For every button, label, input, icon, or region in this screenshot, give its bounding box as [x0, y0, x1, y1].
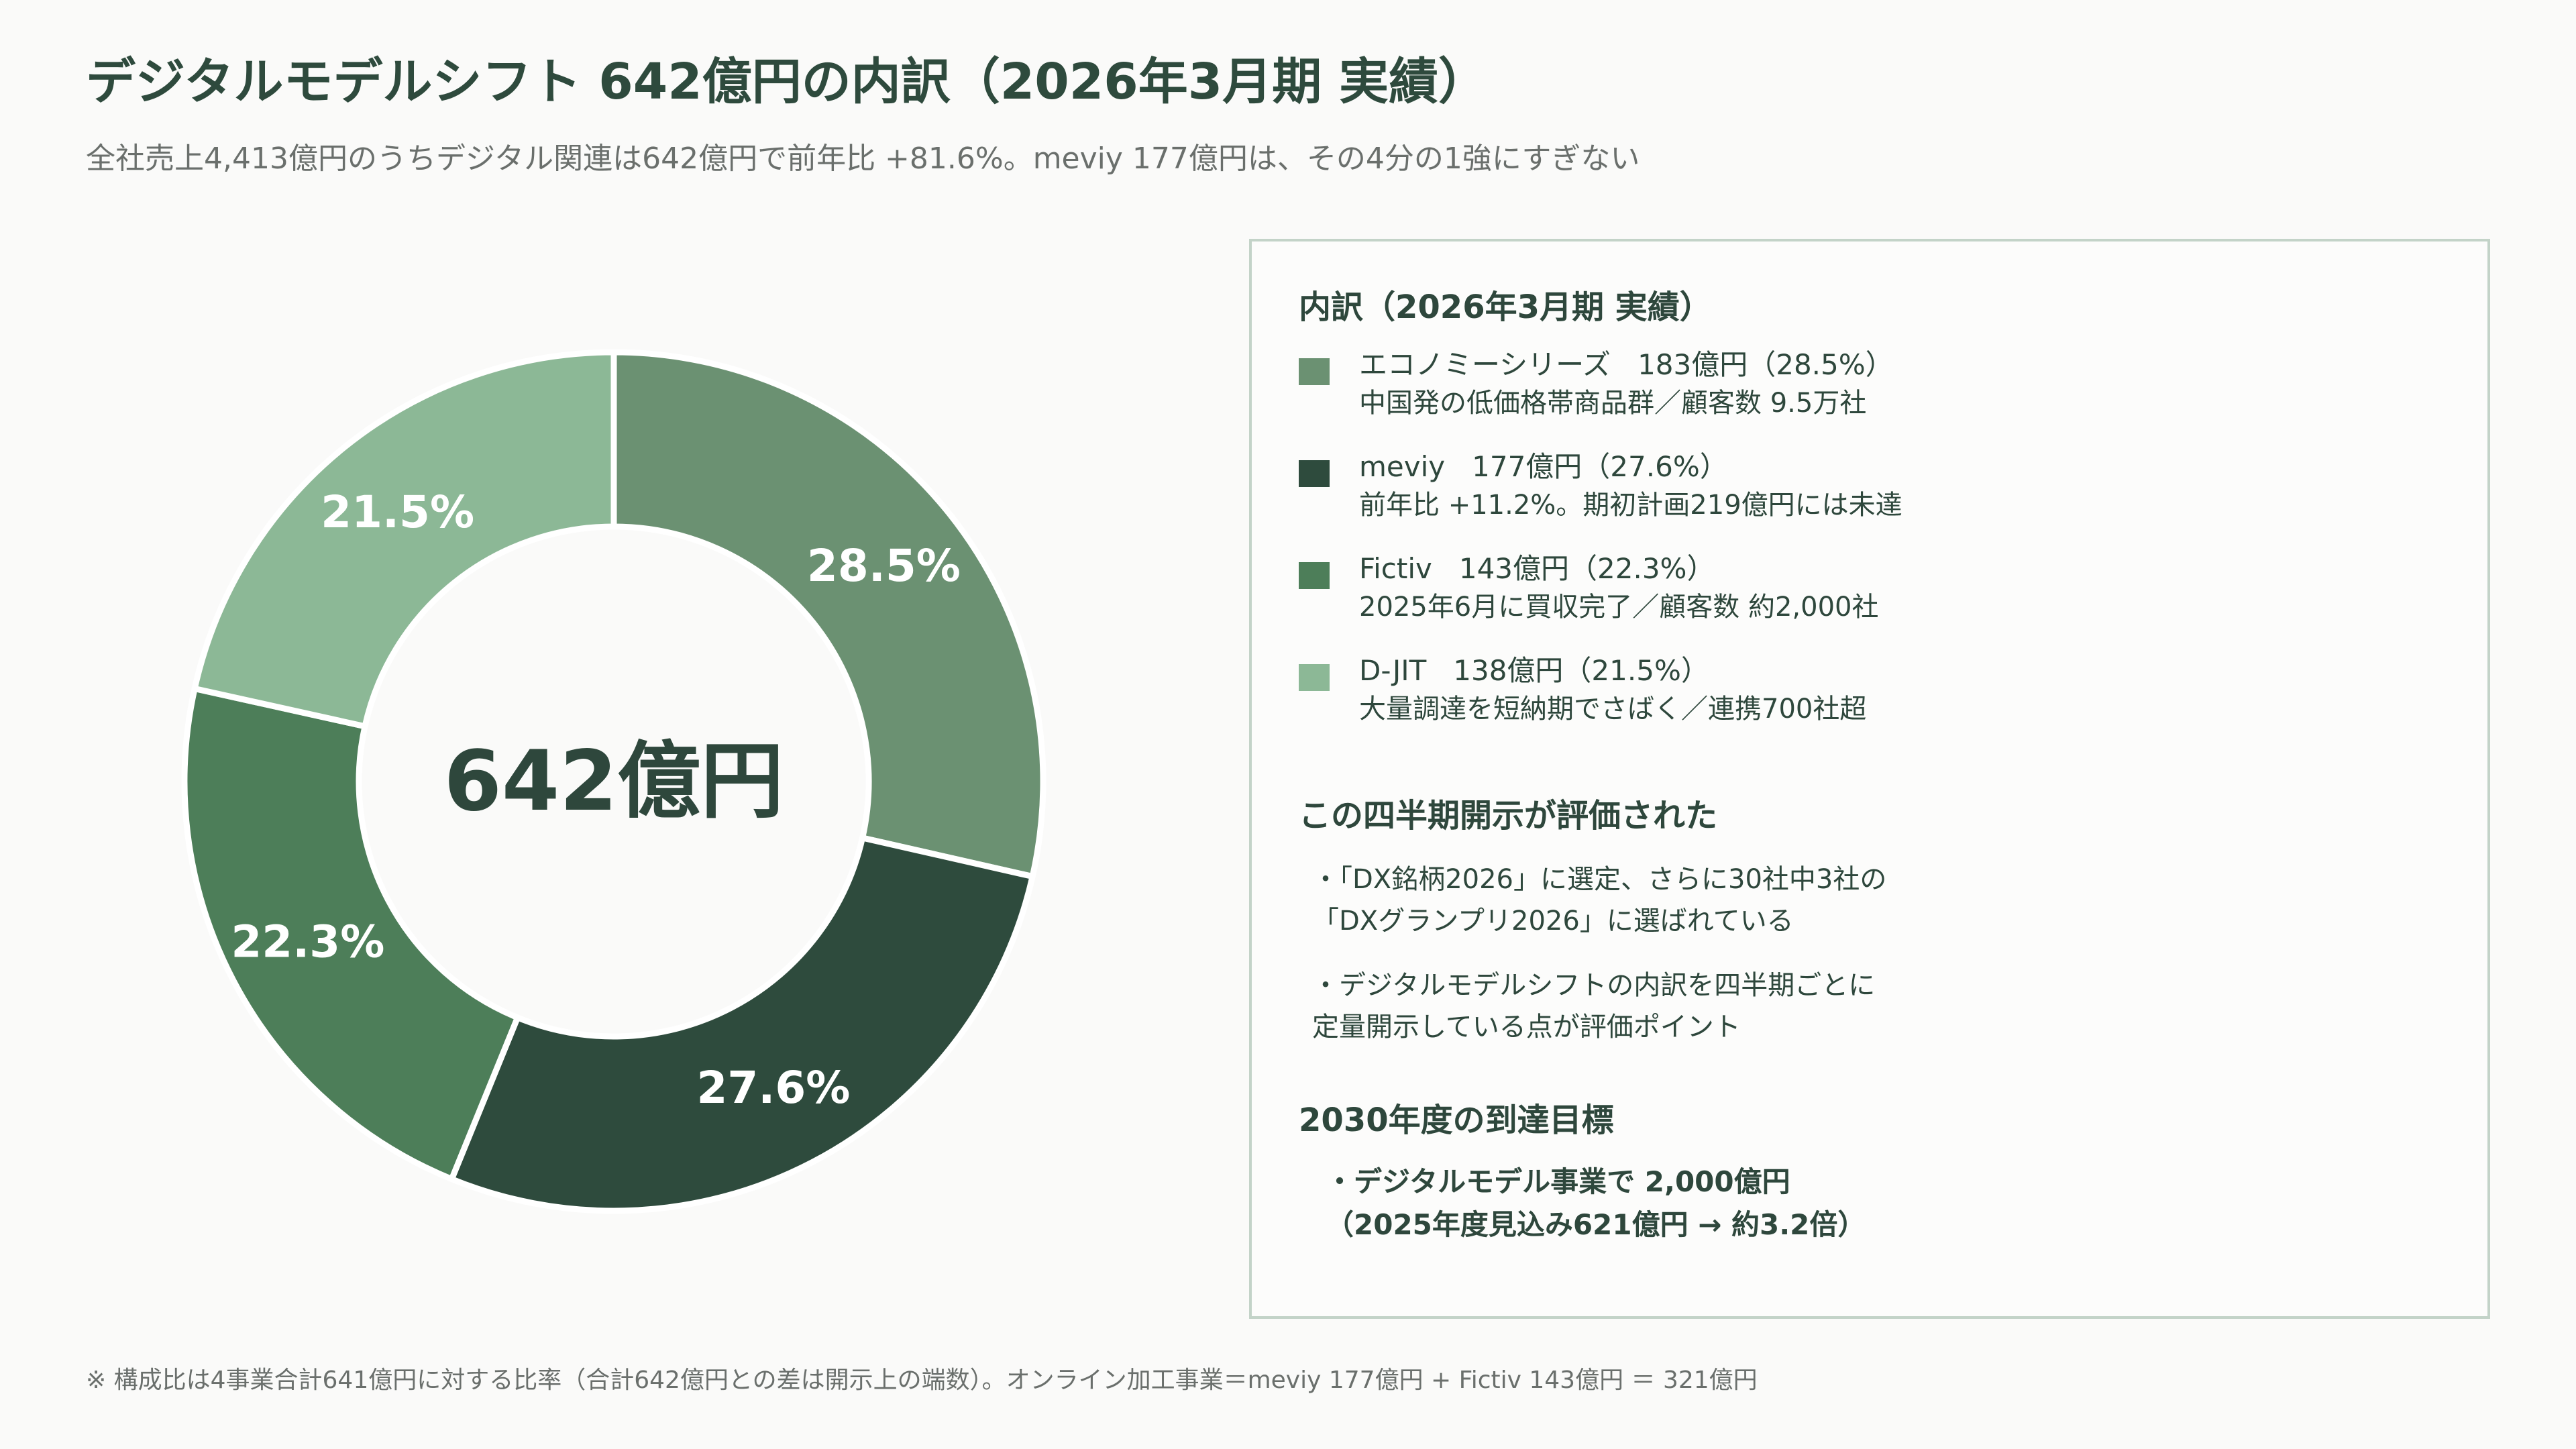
legend-amount: 138億円（21.5%）	[1453, 654, 1709, 687]
evaluation-point: ・デジタルモデルシフトの内訳を四半期ごとに 定量開示している点が評価ポイント	[1312, 970, 1876, 1042]
donut-slice-label-1: 27.6%	[696, 1062, 850, 1114]
legend-label: meviy 177億円（27.6%）	[1359, 444, 1728, 485]
donut-slice-0	[610, 349, 1046, 880]
legend-swatch	[1299, 562, 1330, 589]
evaluation-point: ・「DX銘柄2026」に選定、さらに30社中3社の 「DXグランプリ2026」に…	[1312, 864, 1887, 936]
footnote: ※ 構成比は4事業合計641億円に対する比率（合計642億円との差は開示上の端数…	[86, 1366, 1758, 1394]
legend-amount: 143億円（22.3%）	[1458, 552, 1715, 585]
legend-label: エコノミーシリーズ 183億円（28.5%）	[1359, 342, 1894, 383]
legend-label: Fictiv 143億円（22.3%）	[1359, 546, 1715, 587]
donut-slice-2	[181, 686, 521, 1183]
legend-note: 2025年6月に買収完了／顧客数 約2,000社	[1359, 592, 1879, 623]
evaluation-heading: この四半期開示が評価された	[1299, 797, 1718, 835]
donut-slice-label-0: 28.5%	[807, 540, 961, 592]
target-heading: 2030年度の到達目標	[1299, 1102, 1614, 1139]
legend-note: 前年比 +11.2%。期初計画219億円には未達	[1359, 490, 1902, 521]
legend-name: Fictiv	[1359, 552, 1432, 585]
target-text: ・デジタルモデル事業で 2,000億円 （2025年度見込み621億円 → 約3…	[1326, 1165, 1866, 1241]
legend-note: 中国発の低価格帯商品群／顧客数 9.5万社	[1359, 388, 1867, 419]
legend-amount: 177億円（27.6%）	[1472, 450, 1728, 483]
legend-swatch	[1299, 358, 1330, 385]
donut-slice-3	[191, 349, 617, 730]
legend-note: 大量調達を短納期でさばく／連携700社超	[1359, 694, 1867, 724]
legend-name: エコノミーシリーズ	[1359, 348, 1611, 381]
donut-slice-1	[448, 835, 1036, 1214]
legend-name: D-JIT	[1359, 654, 1427, 687]
legend-swatch	[1299, 460, 1330, 487]
donut-center-label: 642億円	[444, 733, 784, 830]
evaluation-list: ・「DX銘柄2026」に選定、さらに30社中3社の 「DXグランプリ2026」に…	[1299, 859, 2439, 1071]
legend-swatch	[1299, 664, 1330, 691]
info-panel: 内訳（2026年3月期 実績） エコノミーシリーズ 183億円（28.5%） 中国…	[1249, 239, 2490, 1319]
donut-slice-label-3: 21.5%	[321, 486, 474, 538]
donut-chart: 28.5% 27.6% 22.3% 21.5% 642億円	[181, 349, 1046, 1214]
legend-amount: 183億円（28.5%）	[1638, 348, 1894, 381]
legend-name: meviy	[1359, 450, 1446, 483]
donut-slice-label-2: 22.3%	[231, 916, 384, 968]
legend-label: D-JIT 138億円（21.5%）	[1359, 648, 1709, 689]
breakdown-heading: 内訳（2026年3月期 実績）	[1299, 288, 1712, 326]
page-title: デジタルモデルシフト 642億円の内訳（2026年3月期 実績）	[86, 53, 1488, 111]
page-subtitle: 全社売上4,413億円のうちデジタル関連は642億円で前年比 +81.6%。me…	[86, 142, 1640, 176]
